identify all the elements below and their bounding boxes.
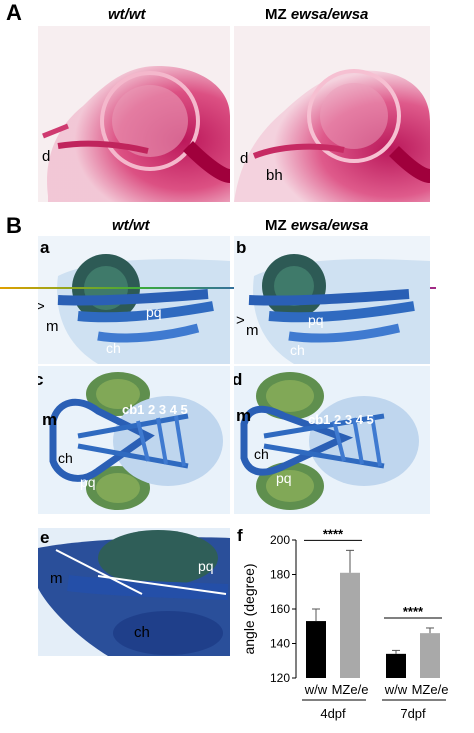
panel-b-d-photo: d m ch pq cb1 2 3 4 5: [234, 366, 430, 514]
angle-chart-svg: 120 140 160 180 200 angle (degree) w/w MZe/e ***…: [241, 526, 449, 721]
caret: >: [38, 298, 45, 315]
bar: [386, 653, 406, 678]
label-ch: ch: [134, 624, 150, 641]
label-m: m: [236, 406, 252, 425]
mz-prefix: MZ: [265, 6, 291, 23]
x-category-label: MZe/e: [332, 682, 369, 697]
panel-b-a-photo: a > m pq ch: [38, 236, 230, 364]
label-pq: pq: [276, 470, 292, 486]
label-ch: ch: [290, 342, 305, 358]
label-ch: ch: [106, 340, 121, 356]
label-m: m: [46, 318, 59, 335]
bar: [420, 633, 440, 678]
y-axis-label: angle (degree): [241, 563, 257, 654]
y-tick-label: 140: [270, 637, 290, 651]
ceratobranchial-labels: cb1 2 3 4 5: [308, 412, 374, 427]
panel-b-c-photo: c m ch pq cb1 2 3 4 5: [38, 366, 230, 514]
label-bh: bh: [266, 167, 283, 184]
label-ch: ch: [58, 450, 73, 466]
label-pq: pq: [308, 312, 324, 328]
panel-b-letter: B: [6, 213, 22, 238]
panel-b-b-photo: b > m pq ch: [234, 236, 430, 364]
x-category-label: w/w: [304, 682, 328, 697]
angle-chart: 120 140 160 180 200 angle (degree) w/w MZe/e ***…: [234, 526, 470, 728]
panel-b-e-letter: e: [40, 528, 50, 547]
y-tick-label: 200: [270, 533, 290, 547]
x-category-label: MZe/e: [412, 682, 449, 697]
panel-a-mz-photo: d bh: [234, 26, 430, 202]
caret: >: [236, 312, 245, 329]
label-m: m: [42, 410, 58, 429]
alcian-lateral-mz: [248, 254, 430, 364]
panel-b-wt-header: wt/wt: [112, 217, 150, 234]
significance-stars: ****: [323, 528, 344, 541]
y-tick-label: 120: [270, 671, 290, 685]
panel-a-letter: A: [6, 0, 22, 25]
panel-a-wt-header: wt/wt: [108, 6, 146, 23]
label-pq: pq: [146, 304, 162, 320]
bar: [340, 572, 360, 678]
label-m: m: [50, 570, 63, 587]
group-label: 4dpf: [320, 706, 346, 721]
alizarin-skull-wt: [42, 66, 230, 202]
label-d: d: [240, 150, 249, 167]
alcian-ventral-mz: [240, 372, 419, 510]
label-ch: ch: [254, 446, 269, 462]
panel-b-a-letter: a: [40, 238, 50, 257]
alizarin-skull-mz: [234, 69, 430, 202]
label-m: m: [246, 322, 259, 339]
y-tick-label: 180: [270, 568, 290, 582]
mz-genotype: ewsa/ewsa: [290, 6, 369, 23]
panel-b-c-letter: c: [38, 370, 44, 389]
panel-f-letter: f: [237, 526, 243, 545]
label-pq: pq: [198, 558, 214, 574]
label-pq: pq: [80, 474, 96, 490]
panel-b-b-letter: b: [236, 238, 247, 257]
x-category-label: w/w: [384, 682, 408, 697]
significance-stars: ****: [403, 604, 424, 619]
angle-measurement-image: [38, 530, 230, 656]
panel-b-e-photo: e m pq ch: [38, 528, 230, 656]
ceratobranchial-labels: cb1 2 3 4 5: [122, 402, 188, 417]
label-d: d: [42, 148, 51, 165]
group-label: 7dpf: [400, 706, 426, 721]
alcian-lateral-wt: [57, 254, 230, 364]
panel-b-d-letter: d: [234, 370, 243, 389]
mz-prefix: MZ: [265, 217, 291, 234]
y-tick-label: 160: [270, 602, 290, 616]
panel-a-mz-header: MZ ewsa/ewsa: [265, 6, 368, 23]
mz-genotype: ewsa/ewsa: [290, 217, 369, 234]
panel-a-wt-photo: d: [38, 26, 230, 202]
alcian-ventral-wt: [49, 372, 223, 510]
bar: [306, 621, 326, 678]
panel-b-mz-header: MZ ewsa/ewsa: [265, 217, 368, 234]
divider-line: [0, 287, 436, 289]
